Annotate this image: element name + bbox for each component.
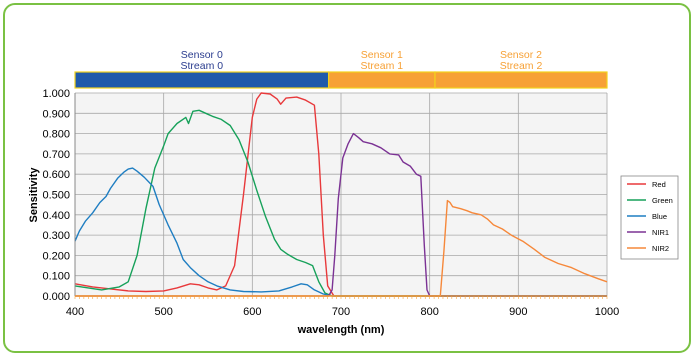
y-tick-label-8: 0.800: [42, 129, 70, 141]
x-tick-label-4: 800: [420, 306, 438, 318]
series-blue-line: [74, 167, 607, 297]
x-tick-label-1: 500: [154, 306, 172, 318]
stream-label-0: Stream 0: [180, 60, 223, 72]
series-green-line: [74, 109, 607, 297]
y-tick-label-4: 0.400: [42, 210, 70, 222]
x-tick-label-2: 600: [243, 306, 261, 318]
y-tick-label-1: 0.100: [42, 271, 70, 283]
sensor-label-2: Sensor 2: [500, 49, 542, 61]
stream-label-1: Stream 1: [360, 60, 403, 72]
y-tick-label-10: 1.000: [42, 88, 70, 100]
axes: [74, 93, 608, 299]
x-tick-label-6: 1000: [595, 306, 619, 318]
legend-label-green: Green: [652, 196, 673, 205]
sensor-band-0: [74, 71, 330, 89]
sensor-band-1: [327, 71, 436, 89]
tick-labels: 0.000 0.100 0.200 0.300 0.400 0.500 0.600 0.700…: [42, 88, 619, 318]
sensor-label-1: Sensor 1: [361, 49, 403, 61]
x-axis-title: wavelength (nm): [297, 324, 385, 336]
legend: Red Green Blue NIR1 NIR2: [620, 175, 679, 260]
y-tick-label-9: 0.900: [42, 108, 70, 120]
x-tick-label-3: 700: [332, 306, 350, 318]
series-nir1-line: [75, 132, 607, 297]
y-tick-label-5: 0.500: [42, 190, 70, 202]
y-axis-title: Sensitivity: [28, 167, 40, 223]
y-tick-label-3: 0.300: [42, 230, 70, 242]
legend-box: [620, 175, 679, 260]
series-lines: [74, 92, 608, 297]
series-red-line: [74, 92, 607, 297]
y-tick-label-2: 0.200: [42, 250, 70, 262]
y-tick-label-7: 0.700: [42, 149, 70, 161]
y-tick-label-0: 0.000: [42, 291, 70, 303]
series-nir2-line: [75, 199, 608, 297]
y-tick-label-6: 0.600: [42, 169, 70, 181]
sensor-label-0: Sensor 0: [181, 49, 223, 61]
legend-label-nir2: NIR2: [652, 244, 669, 253]
stream-label-2: Stream 2: [500, 60, 543, 72]
sensor-band-2: [434, 71, 608, 89]
x-tick-label-5: 900: [509, 306, 527, 318]
x-tick-label-0: 400: [66, 306, 84, 318]
legend-label-red: Red: [652, 180, 666, 189]
legend-label-nir1: NIR1: [652, 228, 669, 237]
legend-label-blue: Blue: [652, 212, 667, 221]
